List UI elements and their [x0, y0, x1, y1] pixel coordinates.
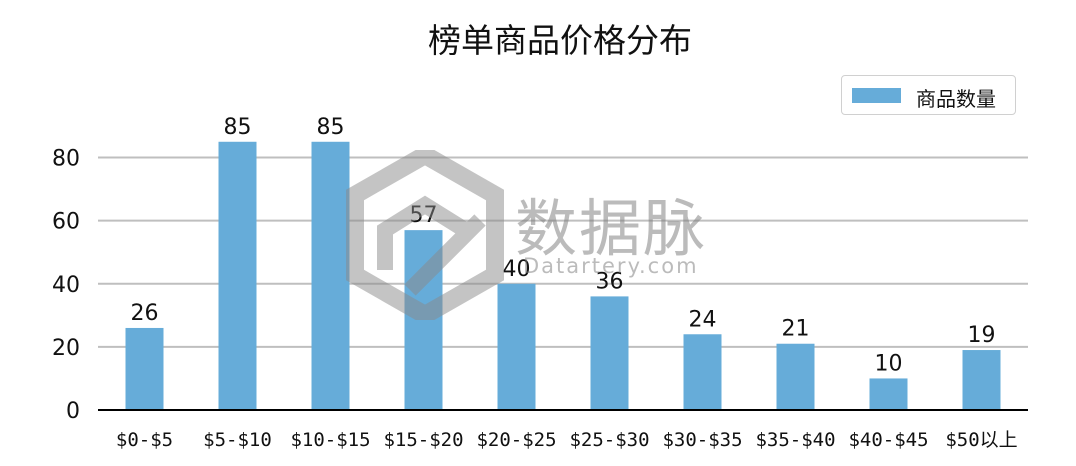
bar	[125, 327, 164, 410]
data-label: 36	[596, 269, 624, 294]
data-label: 21	[782, 317, 810, 342]
y-tick-label: 60	[52, 210, 80, 235]
bar	[962, 350, 1001, 410]
x-tick-label: $5-$10	[203, 429, 272, 451]
data-label: 85	[224, 115, 252, 140]
x-tick-label: $35-$40	[755, 429, 835, 451]
data-label: 85	[317, 115, 345, 140]
data-label: 10	[875, 351, 903, 376]
x-tick-label: $0-$5	[116, 429, 173, 451]
bar	[869, 378, 908, 410]
bar	[590, 296, 629, 410]
watermark: 数据脉 Datartery.com	[340, 144, 740, 326]
y-tick-label: 0	[66, 399, 80, 424]
bar	[776, 343, 815, 410]
x-tick-label: $25-$30	[569, 429, 649, 451]
y-tick-label: 40	[52, 273, 80, 298]
y-tick-label: 20	[52, 336, 80, 361]
data-label: 19	[968, 323, 996, 348]
legend-label: 商品数量	[916, 87, 996, 111]
bar	[311, 141, 350, 410]
x-tick-label: $40-$45	[848, 429, 928, 451]
hexagon-logo-icon	[346, 144, 504, 326]
data-label: 26	[131, 301, 159, 326]
x-tick-label: $20-$25	[476, 429, 556, 451]
bars	[125, 141, 1001, 410]
x-tick-label: $10-$15	[290, 429, 370, 451]
x-tick-label: $50以上	[945, 429, 1017, 451]
x-tick-label: $15-$20	[383, 429, 463, 451]
y-tick-label: 80	[52, 147, 80, 172]
legend: 商品数量	[841, 75, 1016, 115]
x-axis-ticks: $0-$5 $5-$10 $10-$15 $15-$20 $20-$25 $25-$30 $…	[116, 429, 1018, 451]
data-label: 40	[503, 257, 531, 282]
watermark-text: 数据脉	[515, 192, 708, 265]
watermark-subtext: Datartery.com	[523, 254, 699, 278]
data-label: 24	[689, 307, 717, 332]
legend-swatch	[852, 88, 901, 103]
chart-title: 榜单商品价格分布	[428, 21, 692, 60]
bar	[218, 141, 257, 410]
x-tick-label: $30-$35	[662, 429, 742, 451]
y-axis-ticks: 0 20 40 60 80	[52, 147, 80, 424]
bar	[497, 283, 536, 410]
bar	[683, 334, 722, 410]
